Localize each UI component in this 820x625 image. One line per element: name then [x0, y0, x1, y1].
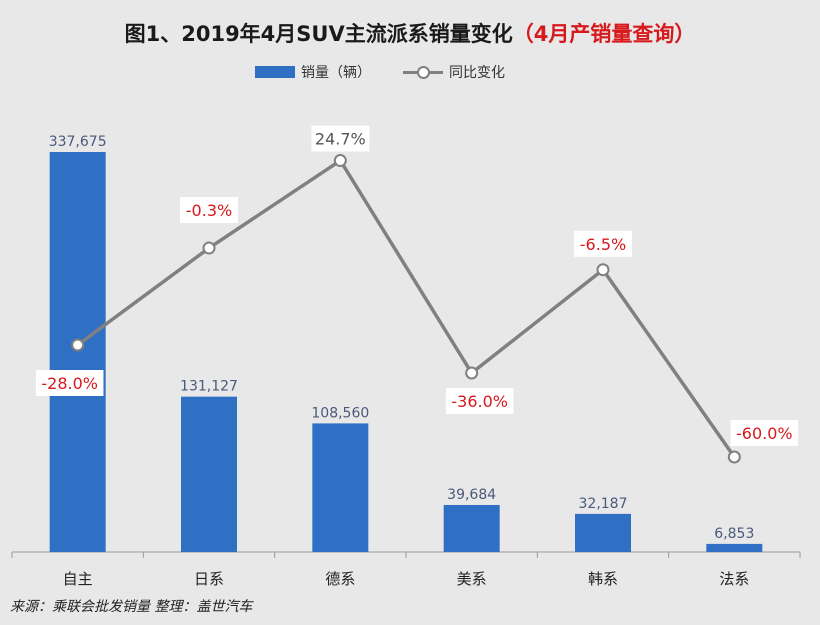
yoy-line [76, 158, 736, 459]
yoy-label-box [180, 197, 238, 224]
yoy-label-box [311, 125, 370, 152]
yoy-point [202, 241, 216, 255]
sales-bar [312, 423, 369, 552]
legend-item-yoy: 同比变化 [403, 62, 505, 82]
sales-bar-label: 39,684 [447, 487, 496, 503]
sales-bar-label: 131,127 [180, 379, 238, 395]
legend-line-swatch [403, 66, 443, 79]
sales-bar [181, 396, 237, 552]
yoy-point [71, 338, 85, 352]
legend-bar-swatch [255, 66, 295, 78]
yoy-label-box [730, 420, 799, 446]
sales-bar-label: 32,187 [579, 496, 628, 512]
yoy-data-label: -28.0% [41, 374, 98, 393]
yoy-data-label: -6.5% [580, 235, 626, 254]
chart-legend: 销量（辆） 同比变化 [255, 62, 537, 82]
yoy-data-label: 24.7% [315, 130, 366, 149]
x-tick-label: 韩系 [588, 570, 618, 588]
sales-bar [575, 513, 631, 552]
x-tick-label: 日系 [194, 570, 224, 588]
sales-bar-label: 6,853 [714, 526, 754, 542]
x-tick-label: 美系 [457, 570, 487, 588]
legend-sales-label: 销量（辆） [301, 65, 371, 81]
yoy-label-box [445, 388, 514, 414]
chart-title: 图1、2019年4月SUV主流派系销量变化（4月产销量查询） [0, 18, 820, 50]
yoy-data-label: -0.3% [186, 201, 232, 220]
yoy-point [465, 366, 479, 380]
chart-title-main: 图1、2019年4月SUV主流派系销量变化 [124, 22, 513, 46]
sales-bar [706, 543, 763, 552]
source-note: 来源：乘联会批发销量 整理：盖世汽车 [10, 599, 253, 615]
yoy-label-box [35, 370, 104, 396]
yoy-point [333, 154, 347, 168]
x-tick-label: 自主 [63, 570, 93, 588]
yoy-data-label: -60.0% [736, 424, 793, 443]
sales-bar [49, 152, 106, 552]
x-tick-label: 法系 [719, 570, 749, 588]
yoy-point [727, 450, 741, 464]
legend-yoy-label: 同比变化 [449, 65, 505, 81]
sales-bar-label: 108,560 [311, 405, 369, 421]
yoy-point [596, 263, 610, 277]
legend-item-sales: 销量（辆） [255, 62, 371, 82]
x-tick-label: 德系 [325, 570, 355, 588]
sales-bar [443, 504, 500, 552]
sales-bar-label: 337,675 [49, 134, 107, 150]
yoy-label-box [574, 230, 632, 257]
yoy-data-label: -36.0% [451, 392, 508, 411]
chart-title-sub: （4月产销量查询） [512, 22, 696, 46]
